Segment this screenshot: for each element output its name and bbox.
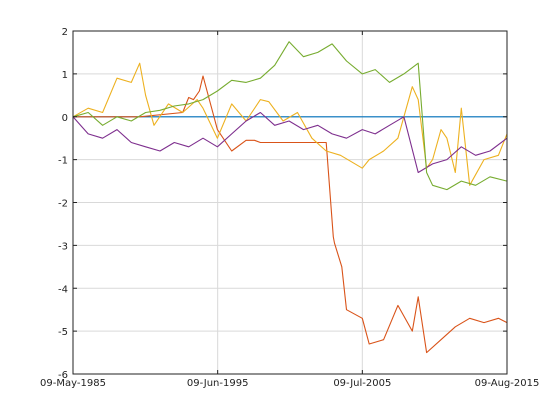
x-tick-label-0: 09-May-1985 <box>40 378 106 389</box>
x-tick-label-3: 09-Aug-2015 <box>475 378 540 389</box>
series-lines <box>73 42 507 353</box>
y-tick-label-4: -2 <box>58 199 68 210</box>
tick-labels: 09-May-1985 09-Jun-1995 09-Jul-2005 09-Aug-… <box>40 27 539 389</box>
y-tick-label-8: -6 <box>58 370 68 381</box>
series-line-3 <box>73 63 507 185</box>
grid-lines <box>73 31 507 374</box>
y-tick-label-6: -4 <box>58 284 68 295</box>
x-tick-label-1: 09-Jun-1995 <box>187 378 249 389</box>
y-tick-label-7: -5 <box>58 327 68 338</box>
series-line-5 <box>73 42 507 190</box>
y-tick-label-1: 1 <box>62 70 68 81</box>
y-tick-label-2: 0 <box>62 113 68 124</box>
y-tick-label-0: 2 <box>62 27 68 38</box>
x-tick-label-2: 09-Jul-2005 <box>333 378 391 389</box>
y-tick-label-5: -3 <box>58 241 68 252</box>
y-tick-label-3: -1 <box>58 156 68 167</box>
